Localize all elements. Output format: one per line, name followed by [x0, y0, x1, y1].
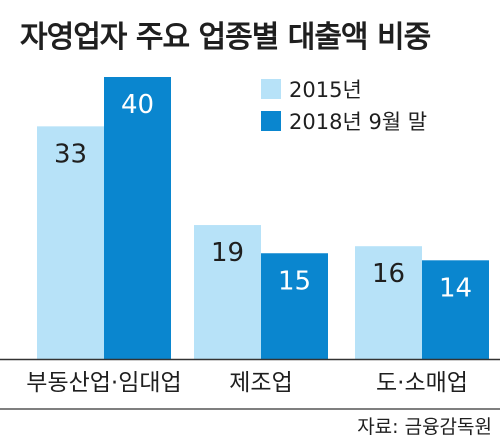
category-label: 부동산업·임대업	[26, 370, 181, 396]
bar-series1-2	[355, 246, 422, 359]
source-note: 자료: 금융감독원	[357, 416, 492, 438]
chart-title: 자영업자 주요 업종별 대출액 비중	[20, 20, 431, 55]
legend-swatch	[261, 79, 281, 99]
category-label: 도·소매업	[376, 370, 468, 396]
bar-series1-1	[194, 225, 261, 359]
bar-series2-2	[422, 260, 489, 359]
legend-entry: 2018년 9월 말	[289, 110, 427, 134]
legend-swatch	[261, 111, 281, 131]
bar-value-label: 33	[54, 139, 87, 169]
bar-value-label: 40	[121, 90, 154, 120]
bar-series2-1	[261, 253, 328, 359]
legend-entry: 2015년	[289, 78, 362, 102]
category-label: 제조업	[229, 370, 292, 396]
bar-value-label: 19	[211, 238, 244, 268]
bar-value-label: 15	[278, 266, 311, 296]
bar-series2-0	[104, 77, 171, 359]
bar-value-label: 16	[372, 259, 405, 289]
bar-value-label: 14	[439, 273, 472, 303]
bar-series1-0	[37, 126, 104, 359]
